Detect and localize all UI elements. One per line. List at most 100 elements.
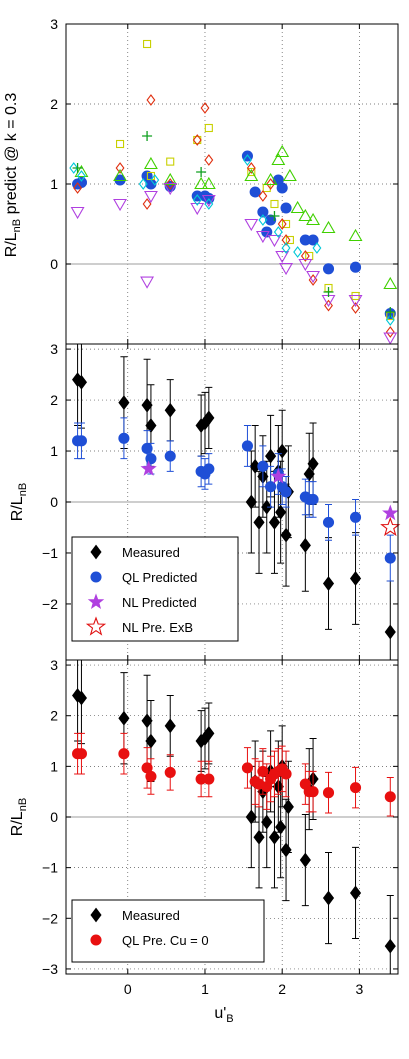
data-point [163, 182, 178, 196]
data-point [266, 178, 276, 190]
y-axis-label: R/LnB [9, 798, 29, 836]
data-point [349, 571, 362, 586]
data-point [138, 178, 148, 190]
data-point [140, 276, 155, 289]
y-axis-label-main: R/L [9, 496, 26, 521]
data-point [321, 220, 336, 234]
data-point [249, 186, 261, 198]
series-2 [72, 732, 396, 817]
data-point [258, 214, 268, 226]
legend-label: Measured [122, 908, 180, 923]
data-point [164, 450, 176, 462]
legend-box [71, 899, 265, 963]
data-point [307, 786, 319, 798]
data-point [72, 163, 83, 173]
data-point [306, 270, 321, 284]
series-7 [72, 131, 396, 317]
y-tick-label: 3 [50, 657, 58, 673]
data-point [196, 167, 207, 177]
data-point [298, 258, 313, 272]
data-point [245, 809, 257, 825]
data-point [349, 261, 362, 273]
data-point [307, 456, 319, 472]
data-point [241, 762, 253, 774]
data-point [299, 537, 311, 553]
data-point [75, 435, 87, 447]
legend-label: QL Pre. Cu = 0 [122, 933, 209, 948]
y-tick-label: 2 [50, 708, 58, 724]
data-point [276, 443, 288, 459]
data-point [115, 139, 125, 149]
x-axis-label-main: u' [214, 1005, 226, 1022]
series-3 [140, 460, 399, 521]
data-point [322, 576, 335, 591]
data-point [268, 829, 281, 845]
data-point [145, 418, 157, 433]
data-point [74, 164, 89, 178]
data-point [141, 442, 153, 455]
y-tick-label: 0 [50, 256, 58, 272]
data-point [384, 938, 396, 954]
y-tick-label: 0 [50, 809, 58, 825]
data-point [384, 552, 396, 564]
data-point [268, 514, 281, 530]
y-tick-label: −1 [42, 860, 58, 876]
data-point [348, 228, 363, 242]
legend-marker [90, 544, 102, 560]
data-point [281, 242, 291, 254]
data-point [348, 294, 363, 308]
data-point [275, 250, 290, 264]
legend-marker [90, 571, 102, 583]
data-point [145, 770, 157, 783]
data-point [244, 218, 259, 232]
y-axis-label-subscript: nB [11, 219, 23, 232]
y-axis-label-main: R/L [9, 811, 26, 836]
y-tick-label: 0 [50, 494, 58, 510]
data-point [203, 773, 215, 785]
data-point [307, 234, 319, 246]
data-point [282, 799, 294, 815]
data-point [75, 690, 88, 706]
data-point [282, 168, 297, 182]
data-point [312, 242, 322, 254]
data-point [145, 733, 157, 749]
data-point [322, 890, 335, 906]
data-point [241, 440, 253, 452]
data-point [280, 527, 292, 543]
x-tick-label: 3 [355, 981, 363, 997]
data-point [142, 198, 152, 210]
data-point [280, 768, 292, 780]
data-point [269, 211, 280, 221]
data-point [246, 162, 256, 174]
y-axis-label-subscript: nB [17, 798, 29, 811]
data-point [349, 782, 362, 794]
y-tick-label: 1 [50, 443, 58, 459]
chart-panel-1: 3 2 1 0 [50, 16, 399, 345]
data-point [281, 219, 291, 229]
data-point [200, 102, 210, 114]
data-point [383, 276, 398, 290]
data-point [118, 432, 130, 444]
data-point [322, 263, 335, 275]
data-point [245, 494, 257, 510]
y-tick-label: −3 [42, 961, 58, 977]
x-axis-label: u'B [214, 1005, 233, 1025]
data-point [75, 748, 87, 760]
legend: Measured QL Predicted NL Predicted NL Pre. … [71, 536, 239, 642]
data-point [275, 144, 290, 158]
data-point [204, 123, 213, 133]
data-point [265, 448, 277, 464]
legend: Measured QL Pre. Cu = 0 [71, 899, 265, 963]
data-point [293, 246, 303, 258]
data-point [203, 410, 215, 426]
series-1 [72, 343, 396, 661]
data-point [265, 214, 277, 226]
data-point [261, 814, 273, 830]
data-point [163, 172, 178, 186]
data-point [290, 200, 305, 214]
data-point [382, 504, 399, 521]
data-point [194, 176, 209, 190]
y-axis-label: R/LnB predict @ k = 0.3 [3, 93, 23, 258]
data-point [166, 157, 175, 166]
data-point [275, 504, 287, 520]
